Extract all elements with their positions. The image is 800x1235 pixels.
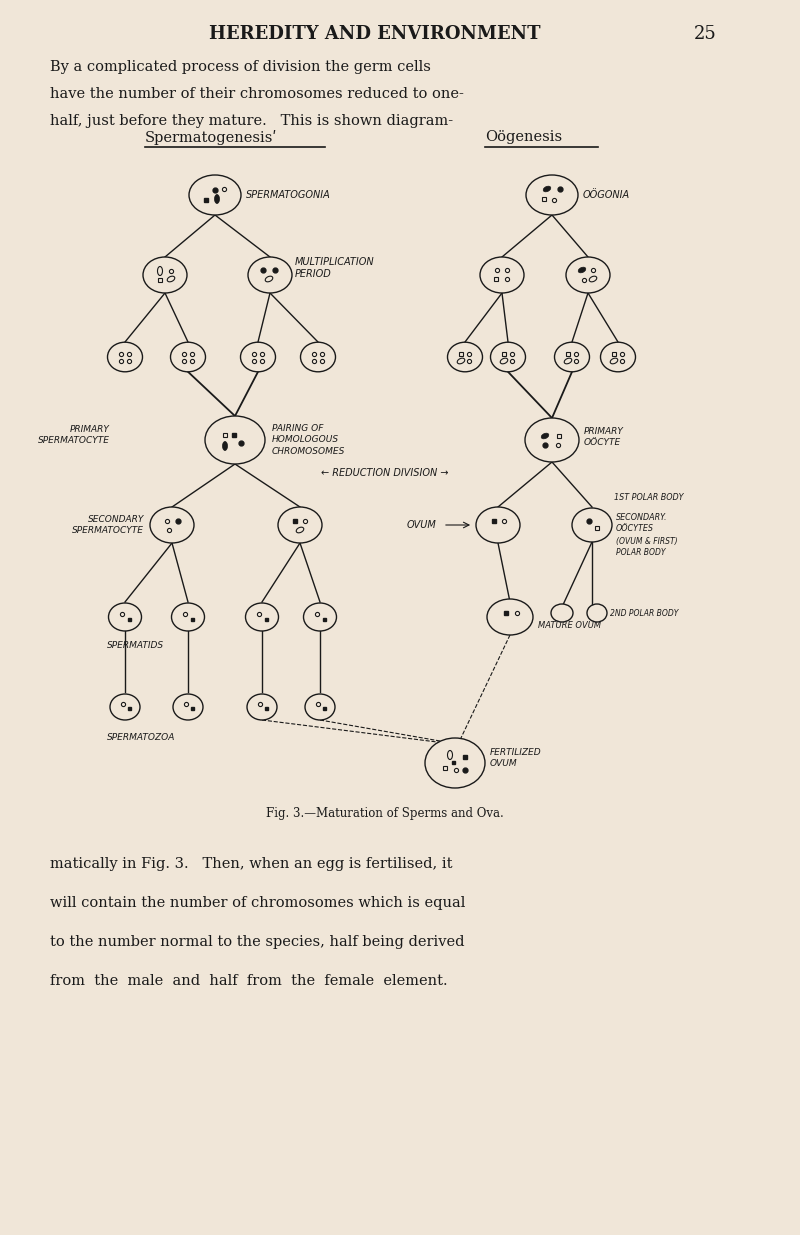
Ellipse shape (551, 604, 573, 622)
Text: By a complicated process of division the germ cells: By a complicated process of division the… (50, 61, 431, 74)
Ellipse shape (480, 257, 524, 293)
Ellipse shape (241, 342, 275, 372)
Bar (594, 526, 599, 530)
Ellipse shape (107, 342, 142, 372)
Ellipse shape (170, 342, 206, 372)
Ellipse shape (542, 433, 549, 438)
Ellipse shape (278, 508, 322, 543)
Text: OÖGONIA: OÖGONIA (583, 190, 630, 200)
Bar (190, 708, 194, 710)
Bar (232, 432, 236, 437)
Ellipse shape (490, 342, 526, 372)
Bar (557, 433, 561, 438)
Text: HEREDITY AND ENVIRONMENT: HEREDITY AND ENVIRONMENT (210, 25, 541, 43)
Bar (222, 432, 227, 437)
Text: 25: 25 (694, 25, 716, 43)
Bar (190, 618, 194, 620)
Ellipse shape (173, 694, 203, 720)
Text: MATURE OVUM: MATURE OVUM (538, 620, 601, 630)
Ellipse shape (526, 175, 578, 215)
Text: SPERMATIDS: SPERMATIDS (107, 641, 164, 650)
Ellipse shape (109, 603, 142, 631)
Bar (158, 278, 162, 283)
Bar (322, 708, 326, 710)
Ellipse shape (222, 441, 227, 451)
Bar (322, 618, 326, 620)
Text: MULTIPLICATION
PERIOD: MULTIPLICATION PERIOD (295, 257, 374, 279)
Ellipse shape (587, 604, 607, 622)
Ellipse shape (248, 257, 292, 293)
Bar (443, 766, 447, 771)
Bar (492, 519, 496, 524)
Bar (293, 519, 298, 524)
Ellipse shape (205, 416, 265, 464)
Bar (451, 761, 454, 763)
Bar (462, 755, 467, 760)
Bar (612, 352, 616, 356)
Ellipse shape (525, 417, 579, 462)
Ellipse shape (189, 175, 241, 215)
Ellipse shape (247, 694, 277, 720)
Ellipse shape (601, 342, 635, 372)
Text: SPERMATOGONIA: SPERMATOGONIA (246, 190, 330, 200)
Text: from  the  male  and  half  from  the  female  element.: from the male and half from the female e… (50, 974, 448, 988)
Text: PAIRING OF
HOMOLOGOUS
CHROMOSOMES: PAIRING OF HOMOLOGOUS CHROMOSOMES (272, 425, 346, 456)
Ellipse shape (578, 267, 586, 273)
Text: 2ND POLAR BODY: 2ND POLAR BODY (610, 609, 678, 618)
Text: FERTILIZED
OVUM: FERTILIZED OVUM (490, 748, 542, 768)
Text: half, just before they mature.   This is shown diagram-: half, just before they mature. This is s… (50, 114, 453, 128)
Ellipse shape (572, 508, 612, 542)
Text: Fig. 3.—Maturation of Sperms and Ova.: Fig. 3.—Maturation of Sperms and Ova. (266, 806, 504, 820)
Text: OVUM: OVUM (406, 520, 436, 530)
Ellipse shape (487, 599, 533, 635)
Bar (459, 352, 463, 356)
Text: SECONDARY.
OÖCYTES: SECONDARY. OÖCYTES (616, 513, 667, 534)
Text: will contain the number of chromosomes which is equal: will contain the number of chromosomes w… (50, 897, 466, 910)
Ellipse shape (303, 603, 337, 631)
Text: SPERMATOZOA: SPERMATOZOA (107, 732, 175, 741)
Ellipse shape (150, 508, 194, 543)
Ellipse shape (566, 257, 610, 293)
Text: PRIMARY
SPERMATOCYTE: PRIMARY SPERMATOCYTE (38, 425, 110, 445)
Text: matically in Fig. 3.   Then, when an egg is fertilised, it: matically in Fig. 3. Then, when an egg i… (50, 857, 453, 871)
Ellipse shape (447, 342, 482, 372)
Bar (566, 352, 570, 356)
Bar (265, 618, 267, 620)
Ellipse shape (554, 342, 590, 372)
Bar (204, 198, 208, 203)
Bar (265, 708, 267, 710)
Bar (127, 618, 130, 620)
Ellipse shape (476, 508, 520, 543)
Bar (542, 196, 546, 201)
Ellipse shape (171, 603, 205, 631)
Bar (127, 708, 130, 710)
Text: Spermatogenesisʹ: Spermatogenesisʹ (145, 130, 278, 144)
Ellipse shape (143, 257, 187, 293)
Text: (OVUM & FIRST)
POLAR BODY: (OVUM & FIRST) POLAR BODY (616, 537, 678, 557)
Text: to the number normal to the species, half being derived: to the number normal to the species, hal… (50, 935, 465, 948)
Text: SECONDARY
SPERMATOCYTE: SECONDARY SPERMATOCYTE (72, 515, 144, 535)
Bar (502, 352, 506, 356)
Ellipse shape (214, 194, 219, 204)
Ellipse shape (425, 739, 485, 788)
Text: 1ST POLAR BODY: 1ST POLAR BODY (614, 493, 683, 501)
Text: Oögenesis: Oögenesis (485, 130, 562, 144)
Ellipse shape (110, 694, 140, 720)
Ellipse shape (246, 603, 278, 631)
Text: PRIMARY
OÖCYTE: PRIMARY OÖCYTE (584, 427, 624, 447)
Bar (494, 277, 498, 282)
Ellipse shape (305, 694, 335, 720)
Ellipse shape (543, 186, 550, 191)
Ellipse shape (301, 342, 335, 372)
Text: have the number of their chromosomes reduced to one-: have the number of their chromosomes red… (50, 86, 464, 101)
Bar (504, 611, 508, 615)
Text: ← REDUCTION DIVISION →: ← REDUCTION DIVISION → (322, 468, 449, 478)
